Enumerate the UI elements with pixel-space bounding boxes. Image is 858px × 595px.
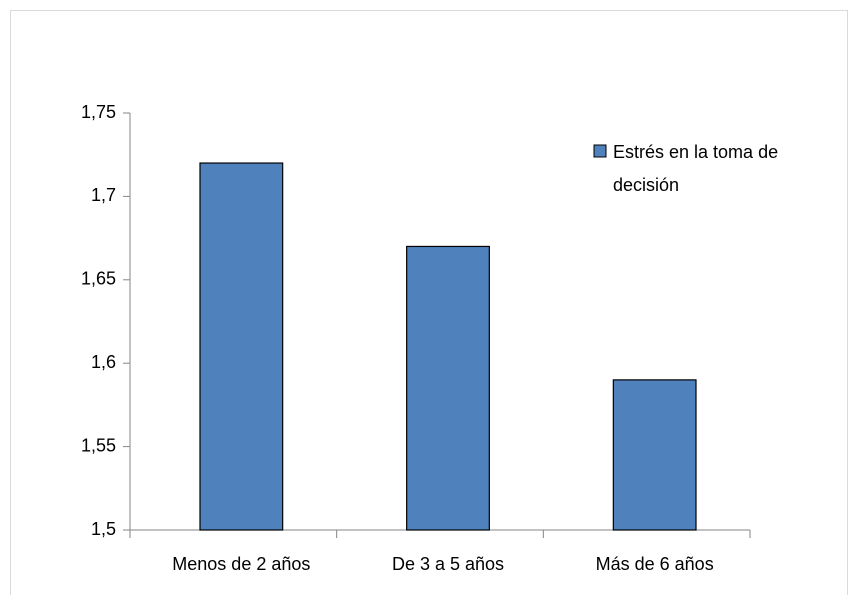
chart-border — [10, 10, 848, 595]
x-tick-label: Más de 6 años — [596, 554, 714, 574]
y-tick-label: 1,7 — [91, 185, 116, 205]
bar — [406, 245, 490, 531]
y-tick-label: 1,75 — [81, 102, 116, 122]
bar — [612, 379, 697, 531]
x-tick-label: De 3 a 5 años — [392, 554, 504, 574]
legend-label: Estrés en la toma de decisión — [613, 142, 779, 195]
x-tick-label: Menos de 2 años — [172, 554, 310, 574]
y-tick-label: 1,5 — [91, 519, 116, 539]
y-tick-label: 1,65 — [81, 269, 116, 289]
bar — [199, 162, 284, 531]
legend-swatch — [593, 144, 607, 158]
y-tick-label: 1,55 — [81, 435, 116, 455]
y-tick-label: 1,6 — [91, 352, 116, 372]
